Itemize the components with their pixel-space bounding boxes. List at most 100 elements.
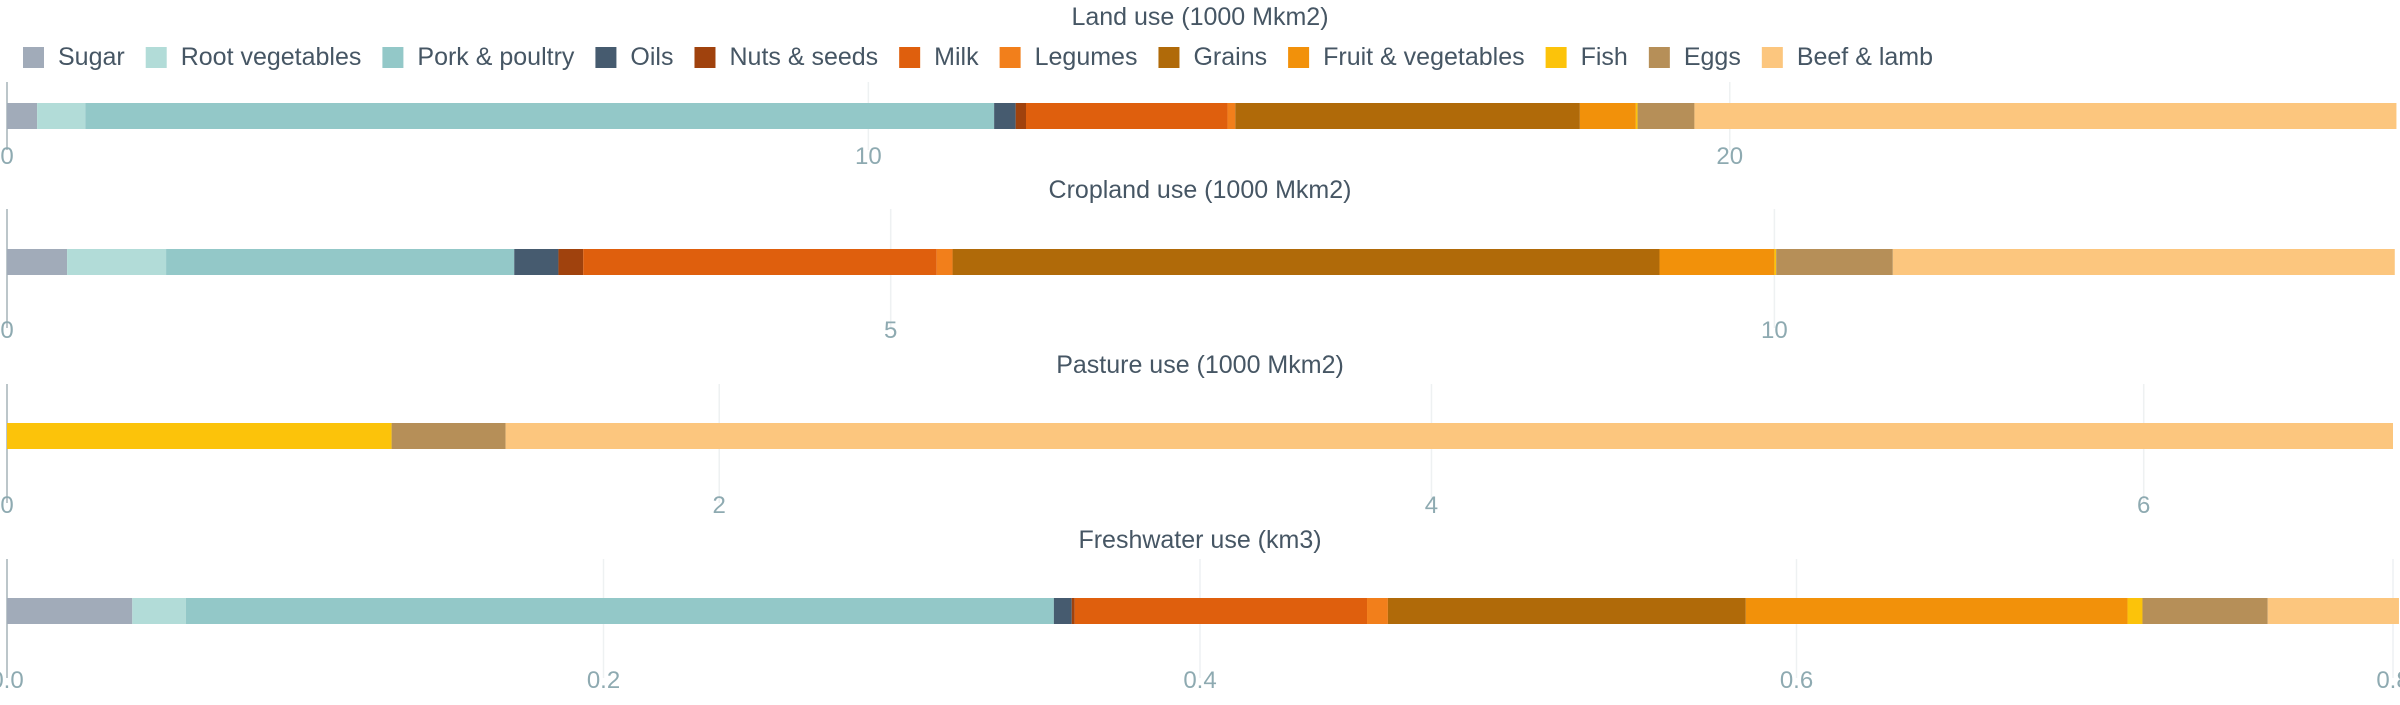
legend-item-grains[interactable]: Grains xyxy=(1158,43,1267,71)
tick-label: 10 xyxy=(855,143,882,170)
legend-swatch xyxy=(1648,47,1670,68)
bar-segment-nuts-and-seeds xyxy=(1071,598,1075,624)
legend-label: Oils xyxy=(630,43,673,71)
legend-label: Legumes xyxy=(1035,43,1138,71)
bar-segment-oils xyxy=(994,103,1016,129)
bar-segment-fruit-and-vegetables xyxy=(1659,249,1775,275)
bar-segment-legumes xyxy=(1227,103,1236,129)
bar-segment-root-vegetables xyxy=(132,598,186,624)
bar-segment-root-vegetables xyxy=(37,103,86,129)
panel-land-use-1000-mkm2: Land use (1000 Mkm2) 0 10 20 xyxy=(0,3,2397,170)
legend-item-beef-and-lamb[interactable]: Beef & lamb xyxy=(1761,43,1933,71)
tick-label: 2 xyxy=(713,492,726,519)
tick-label: 4 xyxy=(1425,492,1438,519)
legend-item-eggs[interactable]: Eggs xyxy=(1648,43,1741,71)
legend: Sugar Root vegetables Pork & poultry Oils Nu… xyxy=(23,43,1933,71)
tick-label: 20 xyxy=(1716,143,1743,170)
panel-cropland-use-1000-mkm2: Cropland use (1000 Mkm2) 0 5 10 xyxy=(0,176,2395,344)
legend-label: Nuts & seeds xyxy=(729,43,878,71)
tick-label: 10 xyxy=(1761,317,1788,344)
tick-label: 0 xyxy=(0,317,13,344)
bar-segment-fish xyxy=(2127,598,2143,624)
tick-label: 0.6 xyxy=(1780,667,1813,694)
tick-label: 0.2 xyxy=(587,667,620,694)
legend-label: Milk xyxy=(934,43,979,71)
bar-segment-fish xyxy=(1635,103,1638,129)
tick-label: 0.4 xyxy=(1183,667,1216,694)
bar-segment-fruit-and-vegetables xyxy=(1745,598,2128,624)
legend-label: Root vegetables xyxy=(181,43,362,71)
bar-segment-nuts-and-seeds xyxy=(1015,103,1027,129)
bar-segment-beef-and-lamb xyxy=(1694,103,2397,129)
tick-label: 5 xyxy=(884,317,897,344)
legend-swatch xyxy=(1761,47,1783,68)
legend-label: Beef & lamb xyxy=(1797,43,1933,71)
legend-item-oils[interactable]: Oils xyxy=(595,43,673,71)
bar-segment-nuts-and-seeds xyxy=(558,249,584,275)
bar-segment-sugar xyxy=(7,249,68,275)
legend-swatch xyxy=(1545,47,1567,68)
bar-segment-eggs xyxy=(2142,598,2268,624)
legend-item-root-vegetables[interactable]: Root vegetables xyxy=(145,43,362,71)
panel-title: Pasture use (1000 Mkm2) xyxy=(1056,351,1344,379)
bar-segment-oils xyxy=(514,249,559,275)
tick-label: 6 xyxy=(2137,492,2150,519)
legend-label: Pork & poultry xyxy=(417,43,575,71)
legend-label: Fish xyxy=(1581,43,1628,71)
panel-title: Cropland use (1000 Mkm2) xyxy=(1049,176,1352,204)
bar-segment-milk xyxy=(1074,598,1368,624)
bar-segment-grains xyxy=(1235,103,1580,129)
bar-segment-sugar xyxy=(7,103,38,129)
bar-segment-beef-and-lamb xyxy=(505,423,2394,449)
bar-segment-pork-and-poultry xyxy=(185,598,1054,624)
legend-swatch xyxy=(23,47,44,68)
bar-segment-beef-and-lamb xyxy=(2267,598,2399,624)
legend-label: Grains xyxy=(1193,43,1267,71)
tick-label: 0.0 xyxy=(0,667,24,694)
legend-label: Fruit & vegetables xyxy=(1323,43,1525,71)
legend-swatch xyxy=(899,47,921,68)
bar-segment-pork-and-poultry xyxy=(85,103,995,129)
legend-label: Eggs xyxy=(1684,43,1741,71)
panel-pasture-use-1000-mkm2: Pasture use (1000 Mkm2) 0 2 4 6 xyxy=(0,351,2394,519)
legend-item-pork-and-poultry[interactable]: Pork & poultry xyxy=(382,43,575,71)
tick-label: 0.8 xyxy=(2376,667,2400,694)
bar-segment-milk xyxy=(583,249,937,275)
bar-segment-fish xyxy=(7,423,392,449)
bar-segment-legumes xyxy=(936,249,953,275)
bar-segment-eggs xyxy=(391,423,506,449)
legend-item-legumes[interactable]: Legumes xyxy=(999,43,1138,71)
bar-segment-beef-and-lamb xyxy=(1892,249,2395,275)
legend-swatch xyxy=(382,47,404,68)
legend-swatch xyxy=(595,47,617,68)
legend-item-milk[interactable]: Milk xyxy=(899,43,979,71)
legend-label: Sugar xyxy=(58,43,125,71)
legend-swatch xyxy=(1158,47,1180,68)
bar-segment-pork-and-poultry xyxy=(166,249,515,275)
tick-label: 0 xyxy=(0,143,13,170)
legend-item-fruit-and-vegetables[interactable]: Fruit & vegetables xyxy=(1288,43,1525,71)
legend-item-fish[interactable]: Fish xyxy=(1545,43,1628,71)
bar-segment-grains xyxy=(952,249,1660,275)
legend-item-sugar[interactable]: Sugar xyxy=(23,43,125,71)
legend-swatch xyxy=(694,47,716,68)
legend-swatch xyxy=(145,47,167,68)
tick-label: 0 xyxy=(0,492,13,519)
bar-segment-fish xyxy=(1774,249,1777,275)
bar-segment-eggs xyxy=(1776,249,1893,275)
bar-segment-root-vegetables xyxy=(67,249,167,275)
bar-segment-sugar xyxy=(7,598,133,624)
legend-swatch xyxy=(1288,47,1310,68)
panel-title: Freshwater use (km3) xyxy=(1078,526,1321,554)
panel-freshwater-use-km3: Freshwater use (km3) 0.0 0.2 0.4 0.6 0.8 xyxy=(0,526,2400,694)
bar-segment-milk xyxy=(1026,103,1228,129)
bar-segment-legumes xyxy=(1367,598,1388,624)
legend-swatch xyxy=(999,47,1021,68)
bar-segment-oils xyxy=(1053,598,1072,624)
bar-segment-grains xyxy=(1387,598,1746,624)
bar-segment-fruit-and-vegetables xyxy=(1579,103,1636,129)
bar-segment-eggs xyxy=(1637,103,1695,129)
legend-item-nuts-and-seeds[interactable]: Nuts & seeds xyxy=(694,43,878,71)
